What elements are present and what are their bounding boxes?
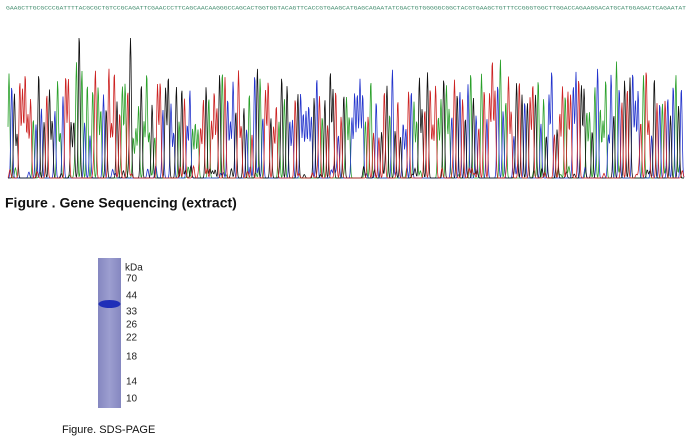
gel-caption: Figure. SDS-PAGE: [62, 424, 155, 436]
trace: [8, 37, 684, 179]
protein-band: [98, 300, 121, 308]
marker-label: 44: [126, 291, 138, 302]
marker-label: 70: [126, 274, 138, 285]
marker-labels: 70 44 33 26 22 18 14 10: [126, 274, 138, 405]
marker-label: 10: [126, 394, 138, 405]
marker-label: 33: [126, 307, 138, 318]
gel-unit: kDa: [125, 263, 143, 274]
marker-label: 22: [126, 333, 138, 344]
trace: [7, 62, 685, 179]
marker-label: 26: [126, 320, 138, 331]
marker-label: 14: [126, 377, 138, 388]
gel-lane: [98, 258, 121, 408]
sequence-text: GAAGCTTGCGCCCGATTTTACGCGCTGTCCGCAGATTCGA…: [6, 5, 686, 11]
sequencing-caption: Figure . Gene Sequencing (extract): [5, 195, 237, 211]
chromatogram: [7, 37, 685, 179]
marker-label: 18: [126, 352, 138, 363]
